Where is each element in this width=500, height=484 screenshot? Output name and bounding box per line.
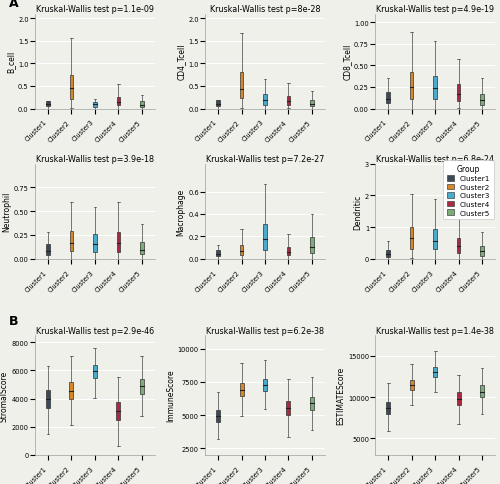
Bar [310, 397, 314, 410]
Bar [240, 383, 244, 396]
Y-axis label: Dendritic: Dendritic [353, 194, 362, 229]
Bar [240, 73, 243, 99]
Bar [116, 402, 120, 420]
Y-axis label: B_cell: B_cell [6, 51, 16, 73]
Title: Kruskal-Wallis test p=6.2e-38: Kruskal-Wallis test p=6.2e-38 [206, 326, 324, 335]
Y-axis label: StromalScore: StromalScore [0, 370, 9, 421]
Title: Kruskal-Wallis test p=7.2e-27: Kruskal-Wallis test p=7.2e-27 [206, 154, 324, 164]
Bar [46, 245, 50, 255]
Y-axis label: CD8_Tcell: CD8_Tcell [342, 44, 351, 80]
Y-axis label: Neutrophil: Neutrophil [2, 192, 11, 232]
Y-axis label: ESTIMATEScore: ESTIMATEScore [336, 366, 345, 424]
Title: Kruskal-Wallis test p=6.8e-24: Kruskal-Wallis test p=6.8e-24 [376, 154, 494, 164]
Bar [46, 390, 50, 408]
Y-axis label: ImmuneScore: ImmuneScore [166, 369, 175, 422]
Bar [457, 85, 460, 102]
Bar [93, 365, 97, 378]
Legend: Cluster1, Cluster2, Cluster3, Cluster4, Cluster5: Cluster1, Cluster2, Cluster3, Cluster4, … [444, 161, 494, 220]
Bar [410, 73, 414, 100]
Bar [116, 233, 120, 253]
Title: Kruskal-Wallis test p=3.9e-18: Kruskal-Wallis test p=3.9e-18 [36, 154, 154, 164]
Title: Kruskal-Wallis test p=1.4e-38: Kruskal-Wallis test p=1.4e-38 [376, 326, 494, 335]
Y-axis label: CD4_Tcell: CD4_Tcell [176, 44, 186, 80]
Bar [70, 76, 73, 100]
Bar [386, 93, 390, 104]
Bar [434, 76, 437, 99]
Bar [264, 95, 266, 106]
Bar [287, 247, 290, 256]
Bar [116, 97, 120, 106]
Title: Kruskal-Wallis test p=1.1e-09: Kruskal-Wallis test p=1.1e-09 [36, 5, 154, 14]
Title: Kruskal-Wallis test p=4.9e-19: Kruskal-Wallis test p=4.9e-19 [376, 5, 494, 14]
Text: A: A [8, 0, 18, 11]
Bar [410, 380, 414, 390]
Bar [457, 238, 460, 253]
Title: Kruskal-Wallis test p=8e-28: Kruskal-Wallis test p=8e-28 [210, 5, 320, 14]
Bar [286, 401, 290, 416]
Y-axis label: Macrophage: Macrophage [176, 188, 186, 235]
Bar [434, 229, 437, 250]
Bar [216, 251, 220, 257]
Bar [433, 367, 437, 377]
Bar [140, 379, 144, 394]
Title: Kruskal-Wallis test p=2.9e-46: Kruskal-Wallis test p=2.9e-46 [36, 326, 154, 335]
Bar [264, 225, 266, 251]
Bar [93, 235, 96, 253]
Bar [480, 246, 484, 256]
Bar [93, 103, 96, 107]
Bar [140, 242, 143, 255]
Text: B: B [8, 314, 18, 327]
Bar [386, 251, 390, 257]
Bar [216, 101, 220, 107]
Bar [70, 382, 73, 399]
Bar [46, 102, 50, 107]
Bar [240, 245, 243, 256]
Bar [456, 393, 460, 405]
Bar [310, 101, 314, 107]
Bar [140, 102, 143, 107]
Bar [70, 232, 73, 251]
Bar [480, 95, 484, 106]
Bar [310, 238, 314, 254]
Bar [386, 402, 390, 414]
Bar [263, 379, 267, 391]
Bar [216, 410, 220, 422]
Bar [410, 227, 414, 249]
Bar [480, 385, 484, 397]
Bar [287, 97, 290, 106]
